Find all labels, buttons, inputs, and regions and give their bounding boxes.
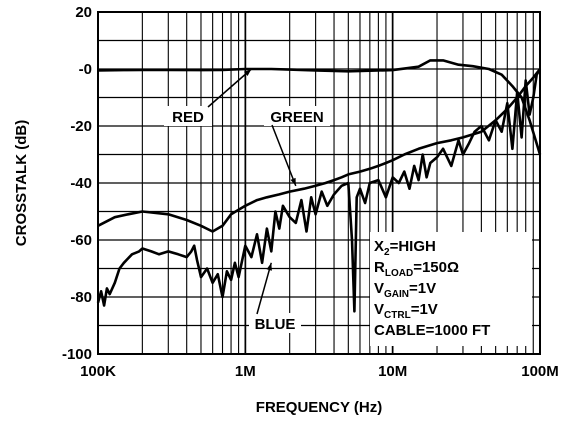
series-layer	[96, 59, 542, 313]
annotation-bg	[164, 106, 212, 126]
condition-line: X2=HIGH	[374, 238, 436, 258]
x-tick-label: 100M	[521, 363, 559, 380]
x-tick-label: 10M	[378, 363, 407, 380]
y-tick-label: -40	[70, 175, 92, 192]
y-tick-label: -80	[70, 289, 92, 306]
annotation-label-blue: BLUE	[255, 316, 296, 333]
annotation-arrow	[256, 262, 272, 315]
annotation-layer: RED GREEN BLUE	[164, 68, 330, 333]
y-tick-label: 20	[75, 4, 92, 21]
series-line-blue	[96, 68, 542, 313]
annotation-arrowhead	[290, 177, 296, 186]
annotation-arrowhead	[243, 69, 252, 77]
x-tick-labels: 100K 1M 10M 100M	[80, 363, 559, 380]
annotation-bg	[249, 313, 301, 333]
plot-frame	[97, 11, 541, 355]
annotation-label-red: RED	[172, 109, 204, 126]
y-tick-label: -0	[79, 61, 92, 78]
condition-line: VGAIN=1V	[374, 280, 436, 300]
annotation-arrow	[271, 124, 297, 187]
y-tick-labels: 20 -0 -20 -40 -60 -80 -100	[62, 4, 92, 363]
annotation-arrow	[207, 68, 252, 108]
series-line-red	[97, 59, 542, 155]
x-tick-label: 1M	[235, 363, 256, 380]
y-tick-label: -20	[70, 118, 92, 135]
y-axis-label: CROSSTALK (dB)	[13, 120, 30, 246]
condition-line: VCTRL=1V	[374, 301, 438, 321]
annotation-bg	[264, 106, 330, 126]
condition-line: RLOAD=150Ω	[374, 259, 459, 279]
series-line-green	[97, 68, 542, 233]
conditions-bg	[370, 232, 532, 346]
condition-line: CABLE=1000 FT	[374, 322, 490, 339]
annotation-arrowhead	[266, 262, 272, 271]
y-tick-label: -100	[62, 346, 92, 363]
y-tick-label: -60	[70, 232, 92, 249]
x-tick-label: 100K	[80, 363, 116, 380]
x-axis-label: FREQUENCY (Hz)	[256, 399, 382, 416]
annotation-label-green: GREEN	[270, 109, 323, 126]
test-conditions: X2=HIGHRLOAD=150ΩVGAIN=1VVCTRL=1VCABLE=1…	[370, 232, 532, 346]
